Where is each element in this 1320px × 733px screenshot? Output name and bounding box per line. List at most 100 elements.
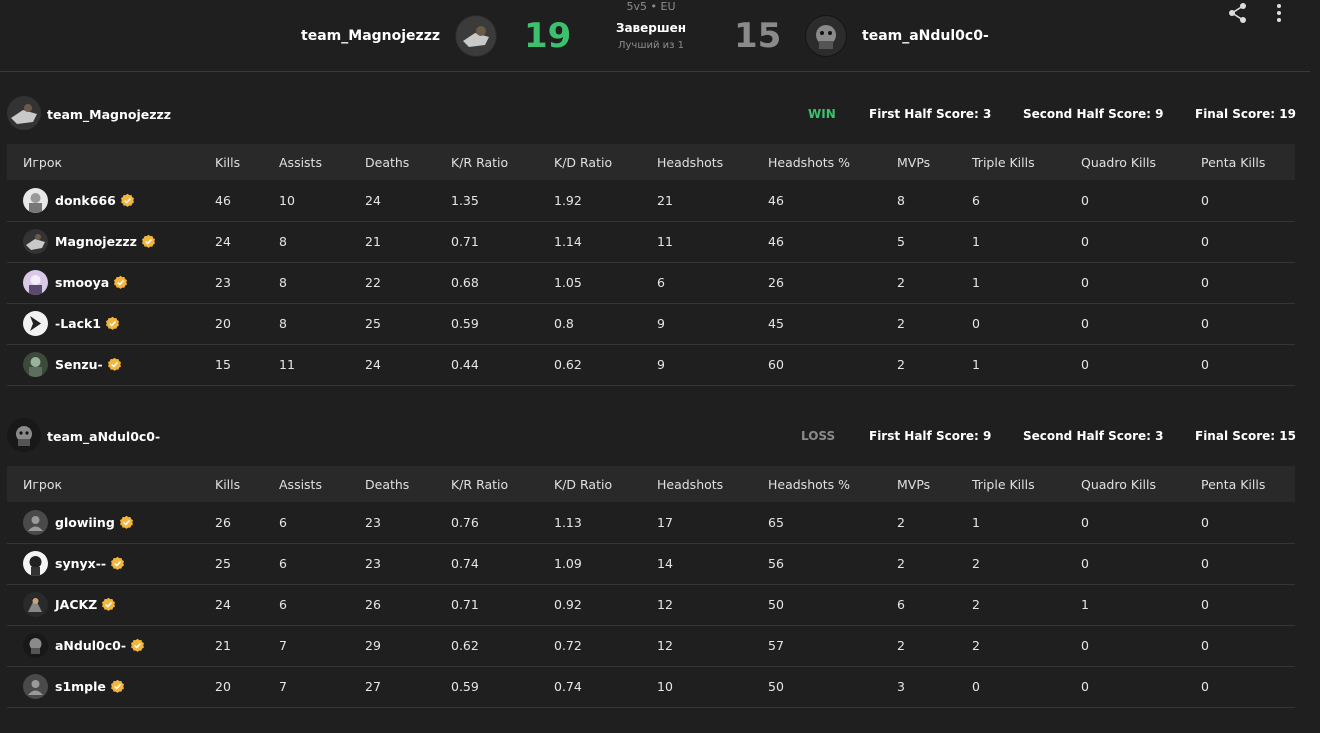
table-row[interactable]: s1mple 20 7 27 0.59 0.74 10 50 3 0 0 0: [7, 666, 1295, 707]
player-avatar[interactable]: [23, 509, 48, 535]
column-header[interactable]: Quadro Kills: [1081, 154, 1156, 170]
player-cell[interactable]: JACKZ: [7, 584, 215, 625]
verified-badge-icon: [110, 679, 125, 694]
table-row[interactable]: donk666 46 10 24 1.35 1.92 21 46 8 6 0 0: [7, 180, 1295, 221]
stat-cell: 26: [215, 514, 231, 530]
column-header-player[interactable]: Игрок: [23, 476, 63, 492]
player-link[interactable]: Senzu-: [23, 352, 215, 377]
column-header[interactable]: Deaths: [365, 476, 410, 492]
player-name[interactable]: Magnojezzz: [55, 234, 137, 249]
stat-cell: 12: [657, 638, 673, 653]
table-row[interactable]: smooya 23 8 22 0.68 1.05 6 26 2 1 0 0: [7, 262, 1295, 303]
stat-cell: 0: [1081, 679, 1089, 694]
player-avatar[interactable]: [23, 187, 48, 213]
player-avatar[interactable]: [23, 592, 48, 617]
player-link[interactable]: JACKZ: [23, 592, 215, 617]
team2-name[interactable]: team_aNdul0c0-: [862, 28, 989, 44]
column-header[interactable]: Penta Kills: [1201, 154, 1266, 170]
column-header[interactable]: K/D Ratio: [554, 476, 613, 492]
share-icon[interactable]: [1227, 2, 1249, 24]
column-header[interactable]: MVPs: [897, 154, 931, 170]
player-cell[interactable]: synyx--: [7, 543, 215, 584]
stat-cell: 0: [1201, 679, 1209, 694]
player-cell[interactable]: -Lack1: [7, 303, 215, 344]
header-divider: [0, 71, 1310, 72]
more-vertical-icon[interactable]: [1268, 2, 1290, 24]
stat-cell: 8: [897, 192, 905, 208]
player-link[interactable]: -Lack1: [23, 311, 215, 336]
player-link[interactable]: synyx--: [23, 551, 215, 576]
player-cell[interactable]: Magnojezzz: [7, 221, 215, 262]
table-row[interactable]: Senzu- 15 11 24 0.44 0.62 9 60 2 1 0 0: [7, 344, 1295, 385]
player-name[interactable]: s1mple: [55, 679, 106, 694]
column-header[interactable]: Deaths: [365, 154, 410, 170]
player-avatar[interactable]: [23, 311, 48, 336]
column-header[interactable]: K/R Ratio: [451, 154, 509, 170]
player-link[interactable]: glowiing: [23, 509, 215, 535]
player-link[interactable]: donk666: [23, 187, 215, 213]
first-half-score: First Half Score: 3: [869, 107, 992, 121]
player-cell[interactable]: aNdul0c0-: [7, 625, 215, 666]
player-link[interactable]: Magnojezzz: [23, 229, 215, 254]
player-avatar[interactable]: [23, 674, 48, 699]
column-header[interactable]: Headshots %: [768, 476, 851, 492]
stat-cell: 2: [897, 638, 905, 653]
player-cell[interactable]: donk666: [7, 180, 215, 221]
team1-logo[interactable]: [455, 15, 497, 57]
column-header[interactable]: Headshots %: [768, 154, 851, 170]
stat-cell: 0: [1201, 275, 1209, 290]
table-row[interactable]: glowiing 26 6 23 0.76 1.13 17 65 2 1 0 0: [7, 502, 1295, 543]
column-header[interactable]: Penta Kills: [1201, 476, 1266, 492]
player-link[interactable]: smooya: [23, 270, 215, 295]
player-avatar[interactable]: [23, 229, 48, 254]
table-row[interactable]: Magnojezzz 24 8 21 0.71 1.14 11 46 5 1 0 0: [7, 221, 1295, 262]
stat-cell: 21: [657, 192, 673, 208]
column-header[interactable]: K/R Ratio: [451, 476, 509, 492]
player-cell[interactable]: Senzu-: [7, 344, 215, 385]
table-row[interactable]: aNdul0c0- 21 7 29 0.62 0.72 12 57 2 2 0 0: [7, 625, 1295, 666]
column-header-player[interactable]: Игрок: [23, 154, 63, 170]
column-header[interactable]: Kills: [215, 476, 241, 492]
column-header[interactable]: Triple Kills: [972, 476, 1035, 492]
player-cell[interactable]: glowiing: [7, 502, 215, 543]
player-link[interactable]: aNdul0c0-: [23, 633, 215, 658]
team2-logo[interactable]: [805, 15, 847, 57]
team-avatar[interactable]: [7, 96, 41, 130]
table-row[interactable]: -Lack1 20 8 25 0.59 0.8 9 45 2 0 0 0: [7, 303, 1295, 344]
verified-badge-icon: [105, 316, 120, 331]
team-name[interactable]: team_aNdul0c0-: [47, 429, 161, 444]
team-avatar[interactable]: [7, 418, 41, 452]
stat-cell: 0: [1201, 357, 1209, 372]
player-name[interactable]: smooya: [55, 275, 110, 290]
team1-section: team_Magnojezzz WIN First Half Score: 3 …: [0, 96, 1310, 396]
column-header[interactable]: Triple Kills: [972, 154, 1035, 170]
team-name[interactable]: team_Magnojezzz: [47, 107, 172, 122]
player-name[interactable]: -Lack1: [55, 316, 102, 331]
player-avatar[interactable]: [23, 270, 48, 295]
match-header: team_Magnojezzz 19 5v5 • EU Завершен Луч…: [0, 0, 1320, 72]
column-header[interactable]: K/D Ratio: [554, 154, 613, 170]
column-header[interactable]: Assists: [279, 476, 322, 492]
stat-cell: 0.71: [451, 234, 479, 249]
player-link[interactable]: s1mple: [23, 674, 215, 699]
table-row[interactable]: synyx-- 25 6 23 0.74 1.09 14 56 2 2 0 0: [7, 543, 1295, 584]
column-header[interactable]: Quadro Kills: [1081, 476, 1156, 492]
player-name[interactable]: donk666: [55, 192, 116, 208]
player-name[interactable]: synyx--: [55, 556, 107, 571]
table-row[interactable]: JACKZ 24 6 26 0.71 0.92 12 50 6 2 1 0: [7, 584, 1295, 625]
player-name[interactable]: glowiing: [55, 514, 115, 530]
column-header[interactable]: Headshots: [657, 154, 724, 170]
column-header[interactable]: Kills: [215, 154, 241, 170]
player-avatar[interactable]: [23, 551, 48, 576]
player-name[interactable]: Senzu-: [55, 357, 103, 372]
player-cell[interactable]: s1mple: [7, 666, 215, 707]
column-header[interactable]: Headshots: [657, 476, 724, 492]
column-header[interactable]: Assists: [279, 154, 322, 170]
player-avatar[interactable]: [23, 352, 48, 377]
column-header[interactable]: MVPs: [897, 476, 931, 492]
player-name[interactable]: JACKZ: [55, 597, 98, 612]
player-avatar[interactable]: [23, 633, 48, 658]
team1-name[interactable]: team_Magnojezzz: [301, 28, 440, 44]
player-name[interactable]: aNdul0c0-: [55, 638, 127, 653]
player-cell[interactable]: smooya: [7, 262, 215, 303]
